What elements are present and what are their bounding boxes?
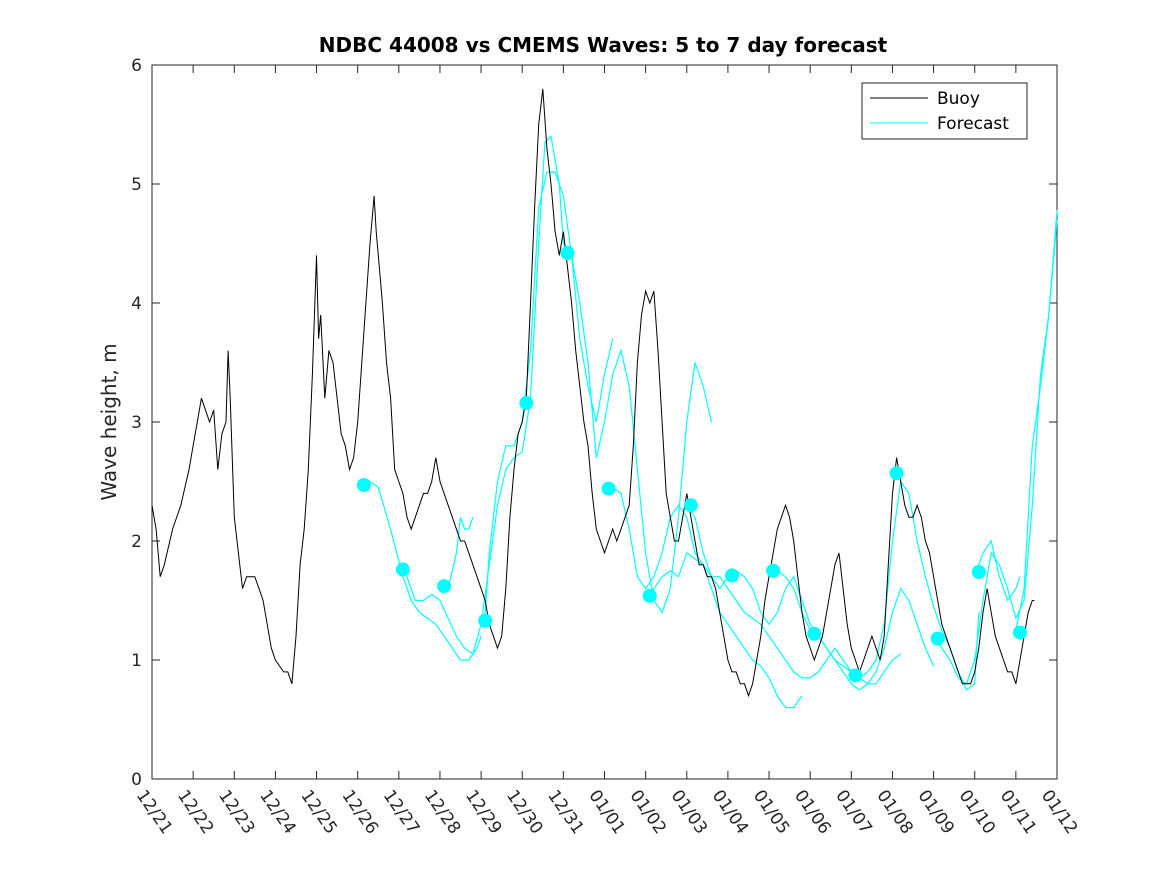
forecast-line-segment — [357, 480, 482, 661]
x-tick-label: 01/07 — [831, 786, 875, 838]
x-tick-label: 12/30 — [502, 786, 546, 838]
y-tick-label: 3 — [131, 413, 142, 433]
forecast-line-segment — [480, 171, 614, 625]
forecast-marker — [807, 626, 822, 641]
forecast-marker — [1012, 625, 1027, 640]
x-tick-label: 12/28 — [420, 786, 464, 838]
forecast-marker — [560, 246, 575, 261]
x-tick-label: 01/02 — [626, 786, 670, 838]
x-tick-label: 12/23 — [214, 786, 258, 838]
x-tick-label: 01/10 — [955, 786, 999, 838]
x-tick-label: 12/21 — [132, 786, 176, 838]
legend-box — [861, 82, 1028, 140]
series-layer — [151, 88, 1058, 709]
x-tick-label: 12/27 — [379, 786, 423, 838]
y-tick-label: 1 — [131, 651, 142, 671]
x-tick-label: 12/29 — [461, 786, 505, 838]
y-tick-label: 2 — [131, 532, 142, 552]
forecast-marker — [930, 631, 945, 646]
legend-label-buoy: Buoy — [937, 89, 980, 109]
x-tick-label: 01/12 — [1037, 786, 1081, 838]
x-tick-label: 01/08 — [872, 786, 916, 838]
chart-title: NDBC 44008 vs CMEMS Waves: 5 to 7 day fo… — [319, 33, 888, 57]
x-tick-label: 01/04 — [708, 786, 752, 838]
x-tick-label: 12/26 — [338, 786, 382, 838]
x-tick-label: 01/09 — [913, 786, 957, 838]
x-tick-label: 12/25 — [296, 786, 340, 838]
forecast-marker — [356, 478, 371, 493]
forecast-line-segment — [562, 243, 713, 614]
x-tick-label: 12/22 — [173, 786, 217, 838]
forecast-marker — [642, 588, 657, 603]
y-tick-label: 6 — [131, 56, 142, 76]
forecast-marker — [478, 613, 493, 628]
legend-label-forecast: Forecast — [937, 114, 1009, 134]
forecast-marker — [889, 466, 904, 481]
x-tick-label: 01/05 — [749, 786, 793, 838]
y-tick-label: 4 — [131, 294, 142, 314]
x-tick-label: 01/11 — [996, 786, 1040, 838]
forecast-marker — [437, 579, 452, 594]
forecast-marker — [971, 564, 986, 579]
x-tick-label: 12/24 — [255, 786, 299, 838]
forecast-marker — [683, 498, 698, 513]
forecast-marker — [601, 481, 616, 496]
y-tick-label: 0 — [131, 770, 142, 790]
y-tick-label: 5 — [131, 175, 142, 195]
forecast-marker — [395, 562, 410, 577]
x-tick-label: 01/03 — [667, 786, 711, 838]
x-tick-label: 12/31 — [543, 786, 587, 838]
forecast-marker — [725, 568, 740, 583]
y-axis-label: Wave height, m — [97, 343, 121, 500]
forecast-marker — [519, 395, 534, 410]
buoy-line — [151, 88, 1035, 698]
forecast-marker — [766, 563, 781, 578]
forecast-line-segment — [974, 539, 1021, 602]
forecast-line-segment — [1015, 210, 1058, 631]
forecast-marker — [848, 668, 863, 683]
x-tick-label: 01/06 — [790, 786, 834, 838]
y-axis: 0 1 2 3 4 5 6 — [131, 56, 1057, 790]
x-tick-label: 01/01 — [584, 786, 628, 838]
legend: Buoy Forecast — [861, 82, 1028, 140]
forecast-line-segment — [769, 479, 980, 691]
